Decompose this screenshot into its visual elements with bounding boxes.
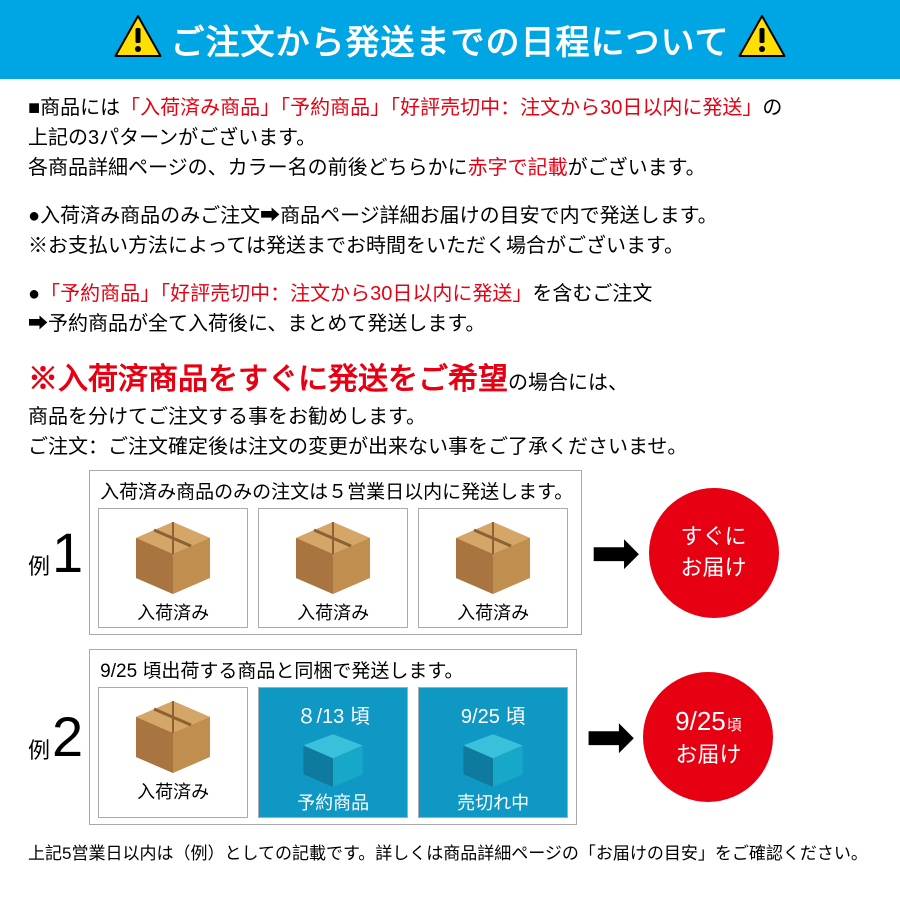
box-icon [259, 513, 407, 597]
example-1-label: 例1 [28, 525, 83, 581]
text: の [762, 97, 782, 119]
product-box-instock: 入荷済み [98, 687, 248, 818]
text-red: 「入荷済み商品」「予約商品」「好評売切中：注文から30日以内に発送」 [120, 97, 762, 119]
paragraph-4: ※入荷済商品をすぐに発送をご希望の場合には、 商品を分けてご注文する事をお勧めし… [28, 357, 872, 462]
text: ➡予約商品が全て入荷後に、まとめて発送します。 [28, 313, 485, 335]
label-number: 1 [52, 525, 83, 581]
box-icon [419, 731, 567, 787]
box-label: 入荷済み [259, 599, 407, 625]
label-prefix: 例 [28, 549, 50, 581]
circle-text: すぐに [681, 522, 747, 553]
product-box-soldout: 9/25 頃 売切れ中 [418, 687, 568, 818]
text: ● [28, 283, 40, 305]
circle-text: お届け [675, 740, 741, 771]
header-title: ご注文から発送までの日程について [171, 15, 730, 64]
content-body: ■商品には「入荷済み商品」「予約商品」「好評売切中：注文から30日以内に発送」の… [0, 79, 900, 874]
text: を含むご注文 [532, 283, 652, 305]
box-label: 入荷済み [99, 599, 247, 625]
delivery-circle-immediate: すぐに お届け [649, 488, 779, 618]
text: 上記の3パターンがございます。 [28, 127, 316, 149]
example-1-box: 入荷済み商品のみの注文は５営業日以内に発送します。 入荷済み 入荷済み [89, 470, 582, 635]
box-label: 予約商品 [259, 789, 407, 815]
product-box-instock: 入荷済み [258, 508, 408, 628]
paragraph-2: ●入荷済み商品のみご注文➡商品ページ詳細お届けの目安で内で発送します。 ※お支払… [28, 201, 872, 261]
text-red: 「予約商品」「好評売切中：注文から30日以内に発送」 [40, 283, 532, 305]
box-date: ８/13 頃 [259, 700, 407, 729]
text-red: 赤字で記載 [468, 157, 568, 179]
text: ■商品には [28, 97, 120, 119]
text: の場合には、 [508, 372, 628, 394]
example-2-box: 9/25 頃出荷する商品と同梱で発送します。 入荷済み ８/13 頃 予約商品 [89, 649, 577, 825]
circle-date: 9/25 [675, 703, 726, 739]
text: 各商品詳細ページの、カラー名の前後どちらかに [28, 157, 468, 179]
header-banner: ご注文から発送までの日程について [0, 0, 900, 79]
examples-section: 例1 入荷済み商品のみの注文は５営業日以内に発送します。 入荷済み [28, 470, 872, 825]
text: ご注文：ご注文確定後は注文の変更が出来ない事をご了承くださいませ。 [28, 436, 687, 458]
arrow-icon: ➡ [590, 523, 640, 583]
box-icon [419, 513, 567, 597]
warning-icon-right [737, 12, 787, 67]
label-number: 2 [52, 709, 83, 765]
arrow-icon: ➡ [585, 707, 635, 767]
circle-text: お届け [681, 553, 747, 584]
example-1: 例1 入荷済み商品のみの注文は５営業日以内に発送します。 入荷済み [28, 470, 872, 635]
delivery-circle-dated: 9/25 頃 お届け [643, 672, 773, 802]
box-icon [99, 692, 247, 776]
text-red-big: ※入荷済商品をすぐに発送をご希望 [28, 363, 508, 396]
circle-suffix: 頃 [727, 715, 742, 736]
text: 商品を分けてご注文する事をお勧めします。 [28, 406, 426, 428]
box-date: 9/25 頃 [419, 700, 567, 729]
box-icon [259, 731, 407, 787]
product-box-instock: 入荷済み [98, 508, 248, 628]
text: ●入荷済み商品のみご注文➡商品ページ詳細お届けの目安で内で発送します。 [28, 205, 718, 227]
product-boxes: 入荷済み ８/13 頃 予約商品 9/25 頃 売切 [98, 687, 568, 818]
box-label: 売切れ中 [419, 789, 567, 815]
product-box-instock: 入荷済み [418, 508, 568, 628]
footnote: 上記5営業日以内は（例）としての記載です。詳しくは商品詳細ページの「お届けの目安… [28, 839, 872, 864]
paragraph-1: ■商品には「入荷済み商品」「予約商品」「好評売切中：注文から30日以内に発送」の… [28, 93, 872, 183]
label-prefix: 例 [28, 733, 50, 765]
product-boxes: 入荷済み 入荷済み 入荷済み [98, 508, 573, 628]
example-2-title: 9/25 頃出荷する商品と同梱で発送します。 [98, 656, 568, 683]
box-icon [99, 513, 247, 597]
example-2-label: 例2 [28, 709, 83, 765]
warning-icon-left [113, 12, 163, 67]
box-label: 入荷済み [419, 599, 567, 625]
product-box-preorder: ８/13 頃 予約商品 [258, 687, 408, 818]
text: がございます。 [568, 157, 706, 179]
box-label: 入荷済み [99, 778, 247, 804]
paragraph-3: ●「予約商品」「好評売切中：注文から30日以内に発送」を含むご注文 ➡予約商品が… [28, 279, 872, 339]
text: ※お支払い方法によっては発送までお時間をいただく場合がございます。 [28, 235, 684, 257]
example-1-title: 入荷済み商品のみの注文は５営業日以内に発送します。 [98, 477, 573, 504]
example-2: 例2 9/25 頃出荷する商品と同梱で発送します。 入荷済み ８/13 頃 [28, 649, 872, 825]
